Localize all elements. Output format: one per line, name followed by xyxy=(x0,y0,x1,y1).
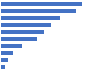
Bar xyxy=(1,44,22,48)
Bar xyxy=(1,9,76,13)
Bar xyxy=(1,2,82,6)
Bar xyxy=(1,30,44,34)
Bar xyxy=(1,23,51,27)
Bar xyxy=(1,16,60,20)
Bar xyxy=(1,65,5,69)
Bar xyxy=(1,37,37,41)
Bar xyxy=(1,51,13,55)
Bar xyxy=(1,58,8,62)
